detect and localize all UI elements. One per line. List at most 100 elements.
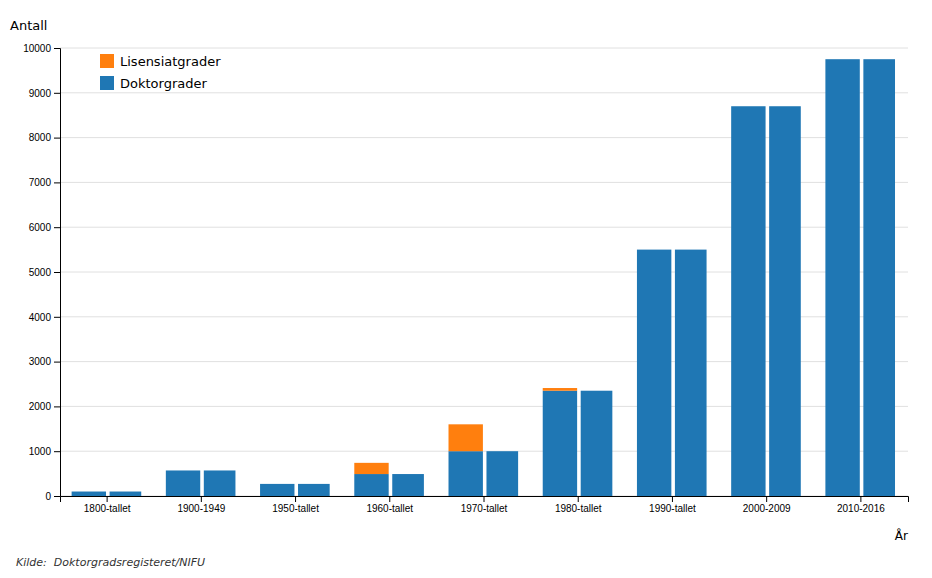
x-tick: 1990-tallet xyxy=(649,496,696,514)
bar-segment xyxy=(166,470,200,471)
y-tick-mark xyxy=(54,406,60,407)
x-tick-label: 1990-tallet xyxy=(649,503,696,514)
x-tick-label: 1900-1949 xyxy=(177,503,225,514)
bar xyxy=(675,250,707,496)
legend-label: Doktorgrader xyxy=(120,76,207,91)
x-axis-line xyxy=(61,497,909,503)
x-tick-label: 1800-tallet xyxy=(84,503,131,514)
bar xyxy=(392,474,424,496)
bar-segment xyxy=(543,391,577,496)
y-tick: 8000 xyxy=(29,132,60,143)
y-tick-mark xyxy=(54,182,60,183)
y-tick: 0 xyxy=(45,491,60,502)
bar xyxy=(863,59,895,496)
x-tick: 1950-tallet xyxy=(272,496,319,514)
y-tick: 9000 xyxy=(29,88,60,99)
y-axis-line xyxy=(54,49,61,497)
bar-segment xyxy=(260,483,294,484)
x-tick-label: 2000-2009 xyxy=(743,503,791,514)
y-tick-mark xyxy=(54,317,60,318)
y-axis: 0 1000 2000 3000 4000 5000 6000 7000 8000 9000 100… xyxy=(23,43,60,502)
bar-segment xyxy=(825,59,859,496)
bar-segment xyxy=(72,491,106,492)
x-tick: 1900-1949 xyxy=(177,496,225,514)
y-tick-label: 6000 xyxy=(29,222,52,233)
x-tick-label: 1970-tallet xyxy=(461,503,508,514)
bar xyxy=(769,106,801,496)
y-tick-label: 5000 xyxy=(29,267,52,278)
y-tick-mark xyxy=(54,496,60,497)
grid xyxy=(60,48,908,496)
bar xyxy=(110,492,142,496)
y-axis-title: Antall xyxy=(10,18,47,33)
x-tick: 1800-tallet xyxy=(84,496,131,514)
bars xyxy=(72,59,895,496)
bar-segment xyxy=(260,484,294,496)
source-note: Kilde: Doktorgradsregisteret/NIFU xyxy=(16,556,205,569)
bar-segment xyxy=(637,250,671,496)
bar-segment xyxy=(637,249,671,250)
bar-segment xyxy=(166,470,200,496)
y-tick-label: 4000 xyxy=(29,312,52,323)
y-tick: 6000 xyxy=(29,222,60,233)
legend-swatch xyxy=(100,54,114,68)
x-tick-label: 1960-tallet xyxy=(366,503,413,514)
bar-segment xyxy=(731,106,765,107)
y-tick: 5000 xyxy=(29,267,60,278)
bar-segment xyxy=(354,463,388,474)
plot: 0 1000 2000 3000 4000 5000 6000 7000 8000 9000 100… xyxy=(10,18,909,543)
grid-line xyxy=(60,48,908,49)
bar-segment xyxy=(731,106,765,496)
y-tick-mark xyxy=(54,48,60,49)
bar-segment xyxy=(449,424,483,451)
y-tick-label: 7000 xyxy=(29,177,52,188)
x-tick-mark xyxy=(107,496,108,502)
y-tick-mark xyxy=(54,227,60,228)
x-axis: 1800-tallet 1900-1949 1950-tallet 1960-tall… xyxy=(61,496,909,514)
bar xyxy=(581,391,613,496)
y-tick-label: 2000 xyxy=(29,401,52,412)
y-tick: 2000 xyxy=(29,401,60,412)
x-tick-mark xyxy=(201,496,202,502)
legend-item: Lisensiatgrader xyxy=(100,54,221,69)
x-tick: 1970-tallet xyxy=(461,496,508,514)
bar-segment xyxy=(825,59,859,60)
y-tick-mark xyxy=(54,138,60,139)
x-tick: 2000-2009 xyxy=(743,496,791,514)
bar-segment xyxy=(449,451,483,496)
chart: 0 1000 2000 3000 4000 5000 6000 7000 8000 9000 100… xyxy=(0,0,932,578)
y-tick-label: 10000 xyxy=(23,43,51,54)
bar-segment xyxy=(543,388,577,391)
y-tick: 3000 xyxy=(29,356,60,367)
y-tick-label: 1000 xyxy=(29,446,52,457)
legend: Lisensiatgrader Doktorgrader xyxy=(100,54,221,91)
x-tick-mark xyxy=(484,496,485,502)
legend-item: Doktorgrader xyxy=(100,76,207,91)
x-tick-label: 1980-tallet xyxy=(555,503,602,514)
bar xyxy=(298,484,330,496)
x-tick-label: 2010-2016 xyxy=(837,503,885,514)
y-tick: 1000 xyxy=(29,446,60,457)
x-tick: 2010-2016 xyxy=(837,496,885,514)
bar xyxy=(204,470,236,496)
y-tick: 7000 xyxy=(29,177,60,188)
y-tick-mark xyxy=(54,362,60,363)
y-tick-mark xyxy=(54,272,60,273)
y-tick-label: 9000 xyxy=(29,88,52,99)
y-tick-mark xyxy=(54,451,60,452)
x-tick: 1980-tallet xyxy=(555,496,602,514)
x-tick-mark xyxy=(766,496,767,502)
x-tick-mark xyxy=(672,496,673,502)
x-tick-mark xyxy=(860,496,861,502)
y-tick-label: 0 xyxy=(45,491,51,502)
y-tick-label: 3000 xyxy=(29,356,52,367)
x-tick-label: 1950-tallet xyxy=(272,503,319,514)
grid-line xyxy=(60,92,908,93)
y-tick-mark xyxy=(54,93,60,94)
bar-segment xyxy=(72,492,106,496)
bar-segment xyxy=(354,474,388,496)
x-tick-mark xyxy=(389,496,390,502)
legend-label: Lisensiatgrader xyxy=(120,54,221,69)
x-tick-mark xyxy=(295,496,296,502)
legend-swatch xyxy=(100,76,114,90)
